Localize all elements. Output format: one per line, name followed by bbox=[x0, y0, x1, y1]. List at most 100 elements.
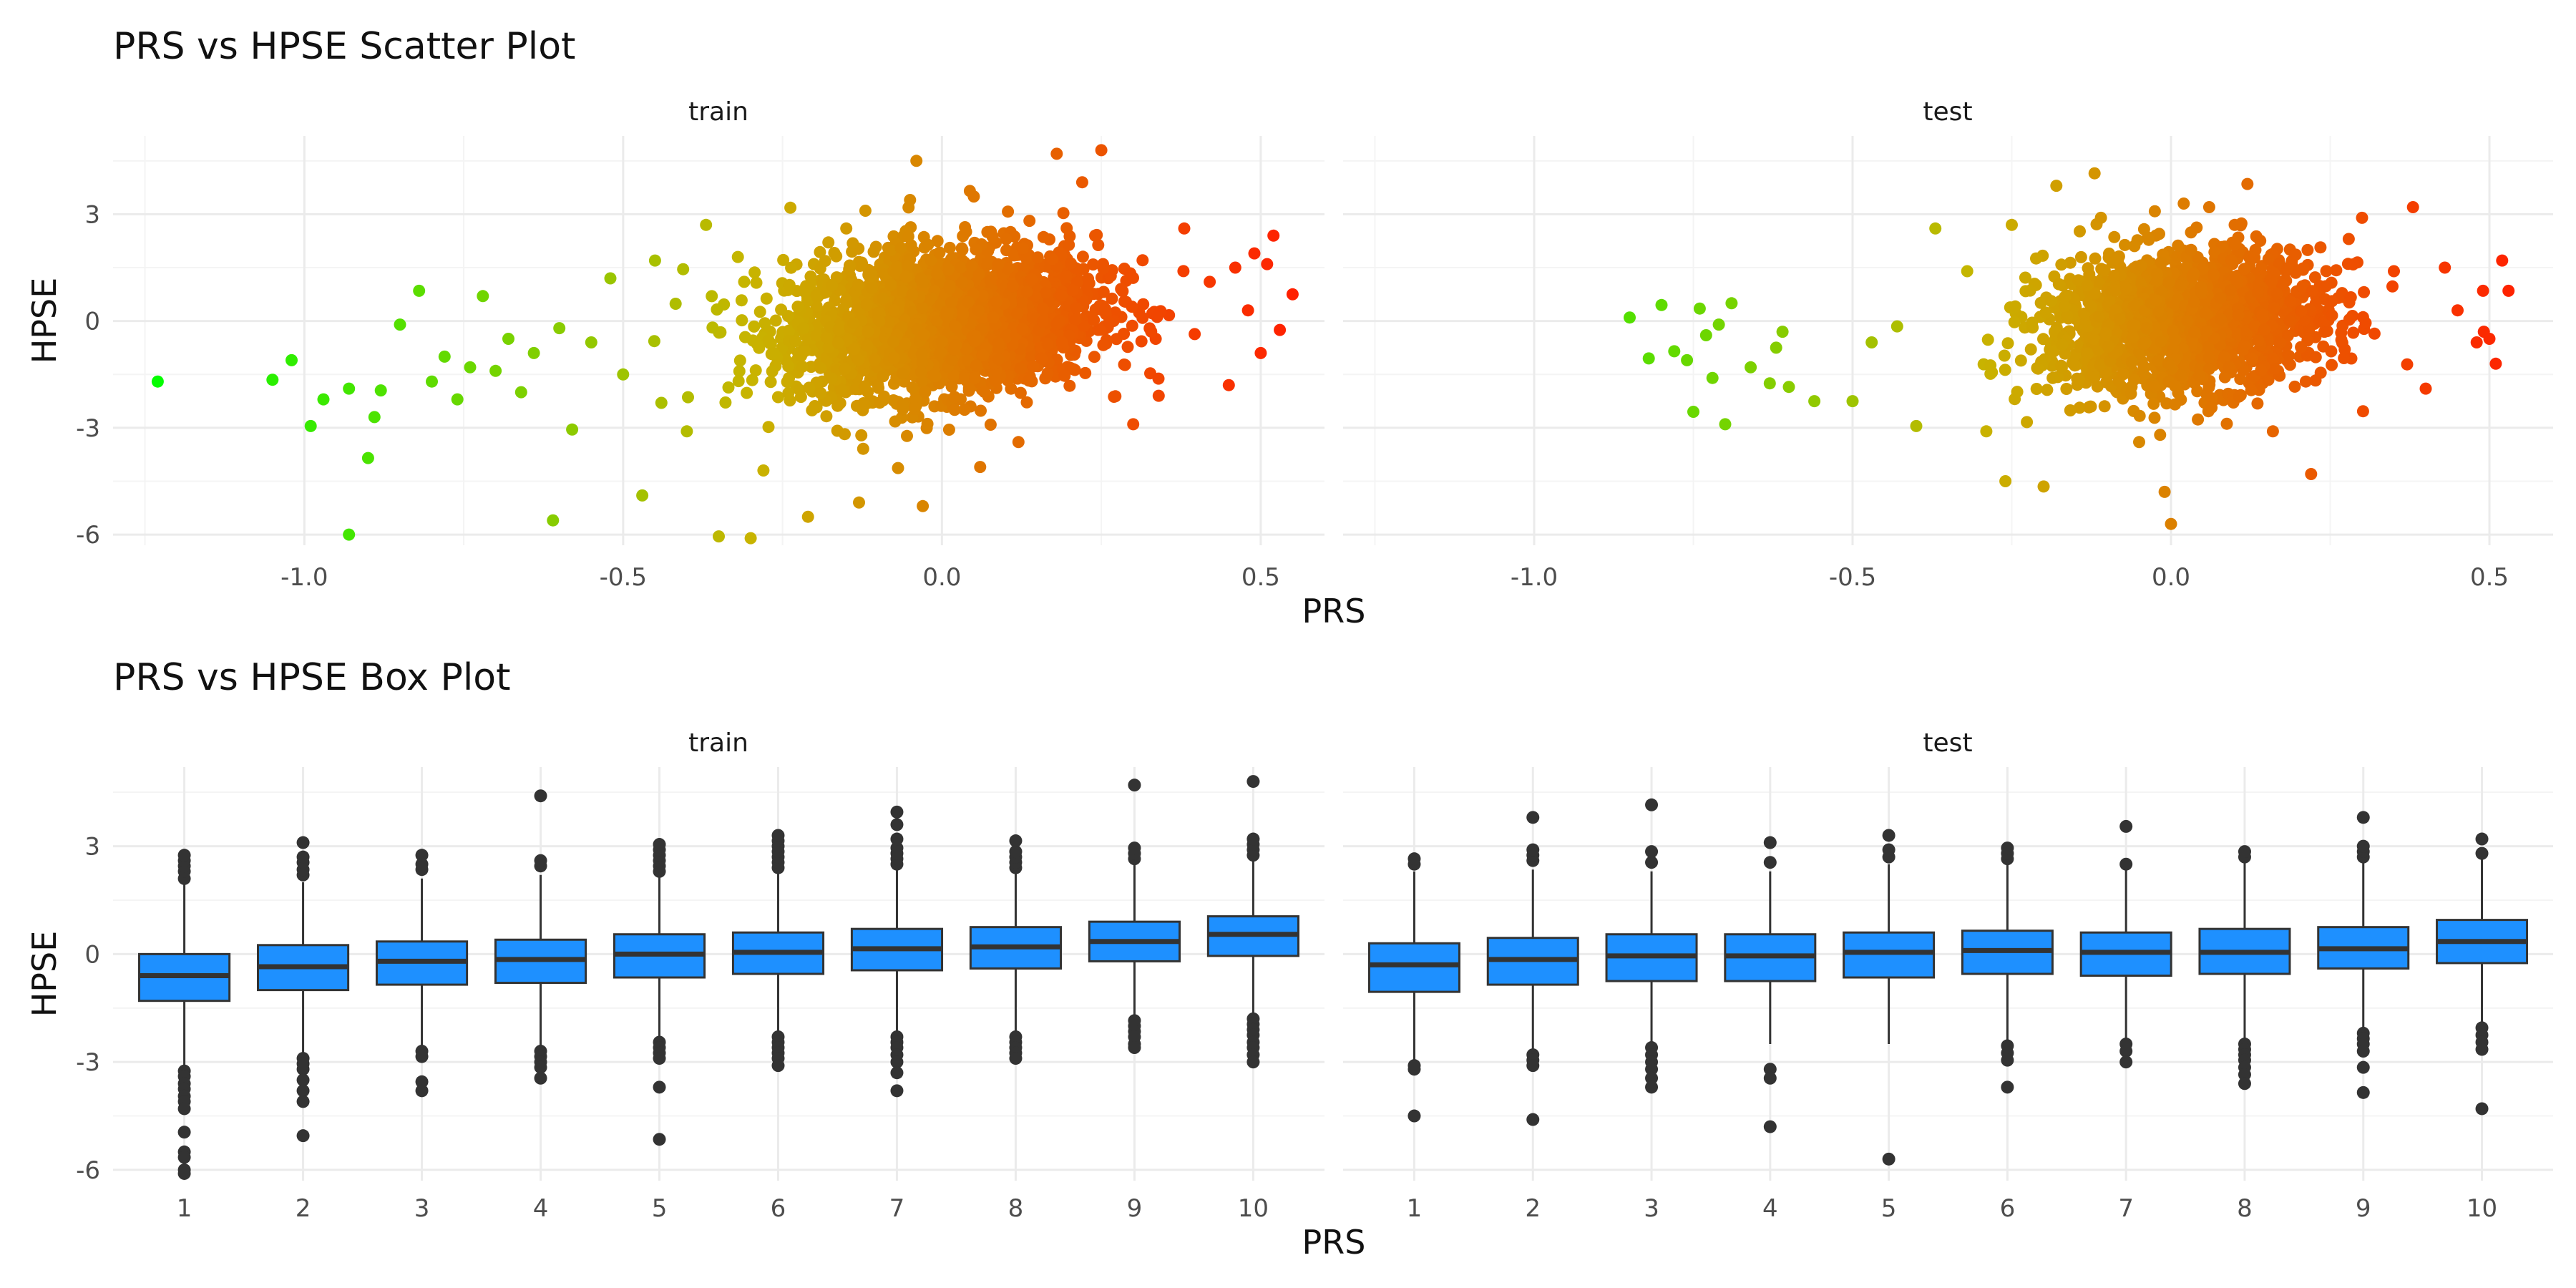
scatter-point bbox=[2177, 197, 2190, 210]
scatter-point bbox=[2256, 308, 2269, 321]
scatter-point bbox=[1060, 222, 1073, 235]
scatter-point bbox=[959, 221, 972, 233]
scatter-point bbox=[2155, 256, 2167, 269]
scatter-point bbox=[917, 499, 930, 512]
scatter-point bbox=[847, 237, 859, 250]
scatter-point bbox=[2502, 284, 2515, 297]
scatter-point bbox=[992, 337, 1005, 350]
scatter-point bbox=[801, 295, 814, 308]
box-outlier bbox=[1882, 1152, 1896, 1166]
scatter-point bbox=[882, 316, 895, 328]
scatter-point bbox=[1016, 323, 1029, 336]
scatter-point bbox=[2008, 316, 2021, 328]
scatter-point bbox=[2296, 280, 2309, 293]
scatter-point bbox=[2056, 338, 2069, 351]
scatter-point bbox=[2338, 352, 2351, 364]
scatter-point bbox=[889, 415, 902, 428]
scatter-point bbox=[700, 218, 713, 231]
scatter-point bbox=[741, 386, 753, 399]
box-x-axis-title: PRS bbox=[1302, 1223, 1366, 1262]
scatter-point bbox=[1076, 250, 1089, 263]
scatter-point bbox=[1050, 318, 1063, 331]
scatter-point bbox=[914, 366, 927, 379]
scatter-point bbox=[2202, 363, 2215, 376]
scatter-point bbox=[1981, 333, 1994, 346]
scatter-point bbox=[2148, 205, 2161, 218]
scatter-point bbox=[566, 423, 579, 436]
scatter-point bbox=[2199, 307, 2212, 319]
scatter-point bbox=[2128, 240, 2141, 253]
scatter-point bbox=[2208, 245, 2221, 258]
scatter-point bbox=[974, 461, 987, 474]
scatter-point bbox=[426, 375, 438, 388]
box-y-axis: -6-303 bbox=[76, 833, 100, 1185]
scatter-point bbox=[1023, 374, 1035, 387]
scatter-point bbox=[2061, 310, 2074, 323]
scatter-point bbox=[1046, 253, 1059, 265]
scatter-point bbox=[2289, 248, 2302, 261]
x-tick-label: 9 bbox=[1127, 1194, 1143, 1223]
box-outlier bbox=[1246, 832, 1260, 846]
scatter-point bbox=[1984, 359, 1997, 372]
scatter-point bbox=[814, 245, 826, 258]
box-outlier bbox=[1246, 775, 1260, 789]
scatter-point bbox=[760, 292, 773, 305]
scatter-point bbox=[978, 386, 991, 399]
scatter-point bbox=[2019, 271, 2031, 284]
scatter-point bbox=[820, 410, 833, 423]
scatter-point bbox=[2009, 300, 2021, 313]
scatter-point bbox=[1088, 313, 1101, 326]
scatter-point bbox=[2006, 218, 2018, 231]
scatter-point bbox=[2220, 417, 2233, 430]
scatter-point bbox=[791, 301, 804, 313]
scatter-point bbox=[1069, 313, 1082, 326]
scatter-point bbox=[2074, 225, 2086, 238]
scatter-point bbox=[2356, 311, 2369, 323]
scatter-point bbox=[2200, 325, 2212, 338]
scatter-point bbox=[1693, 302, 1706, 315]
scatter-point bbox=[2055, 258, 2068, 271]
scatter-point bbox=[853, 496, 865, 509]
x-tick-label: 8 bbox=[1008, 1194, 1024, 1223]
scatter-point bbox=[2119, 238, 2131, 251]
scatter-point bbox=[2283, 314, 2296, 327]
scatter-point bbox=[2059, 291, 2072, 303]
x-tick-label: 10 bbox=[1238, 1194, 1269, 1223]
x-tick-label: -0.5 bbox=[600, 563, 647, 592]
scatter-point bbox=[1088, 351, 1101, 364]
scatter-point bbox=[2092, 311, 2105, 323]
scatter-point bbox=[2284, 295, 2297, 308]
box-outlier bbox=[1645, 856, 1659, 869]
scatter-point bbox=[2228, 238, 2241, 251]
scatter-point bbox=[887, 336, 900, 348]
scatter-point bbox=[585, 336, 597, 348]
scatter-point bbox=[1083, 277, 1096, 290]
box-outlier bbox=[2475, 1043, 2489, 1056]
scatter-point bbox=[857, 442, 869, 455]
scatter-point bbox=[547, 514, 560, 527]
scatter-point bbox=[2102, 340, 2114, 353]
scatter-point bbox=[896, 285, 909, 298]
scatter-point bbox=[2052, 278, 2065, 291]
scatter-point bbox=[1642, 352, 1655, 365]
scatter-point bbox=[948, 391, 961, 404]
scatter-point bbox=[1204, 275, 1216, 288]
scatter-point bbox=[1124, 267, 1137, 280]
scatter-point bbox=[2224, 284, 2237, 296]
scatter-point bbox=[2245, 384, 2258, 396]
scatter-point bbox=[781, 376, 794, 389]
box-outlier bbox=[1128, 1041, 1141, 1055]
box-outlier bbox=[2356, 1085, 2370, 1099]
scatter-point bbox=[2195, 280, 2207, 293]
scatter-point bbox=[438, 350, 451, 363]
scatter-point bbox=[2094, 358, 2107, 371]
scatter-point bbox=[1248, 247, 1261, 260]
box-outlier bbox=[890, 1066, 904, 1080]
scatter-point bbox=[820, 331, 833, 343]
scatter-point bbox=[783, 278, 796, 291]
scatter-point bbox=[919, 386, 932, 399]
scatter-point bbox=[2301, 243, 2314, 256]
scatter-point bbox=[789, 335, 802, 348]
scatter-point bbox=[2225, 254, 2238, 267]
